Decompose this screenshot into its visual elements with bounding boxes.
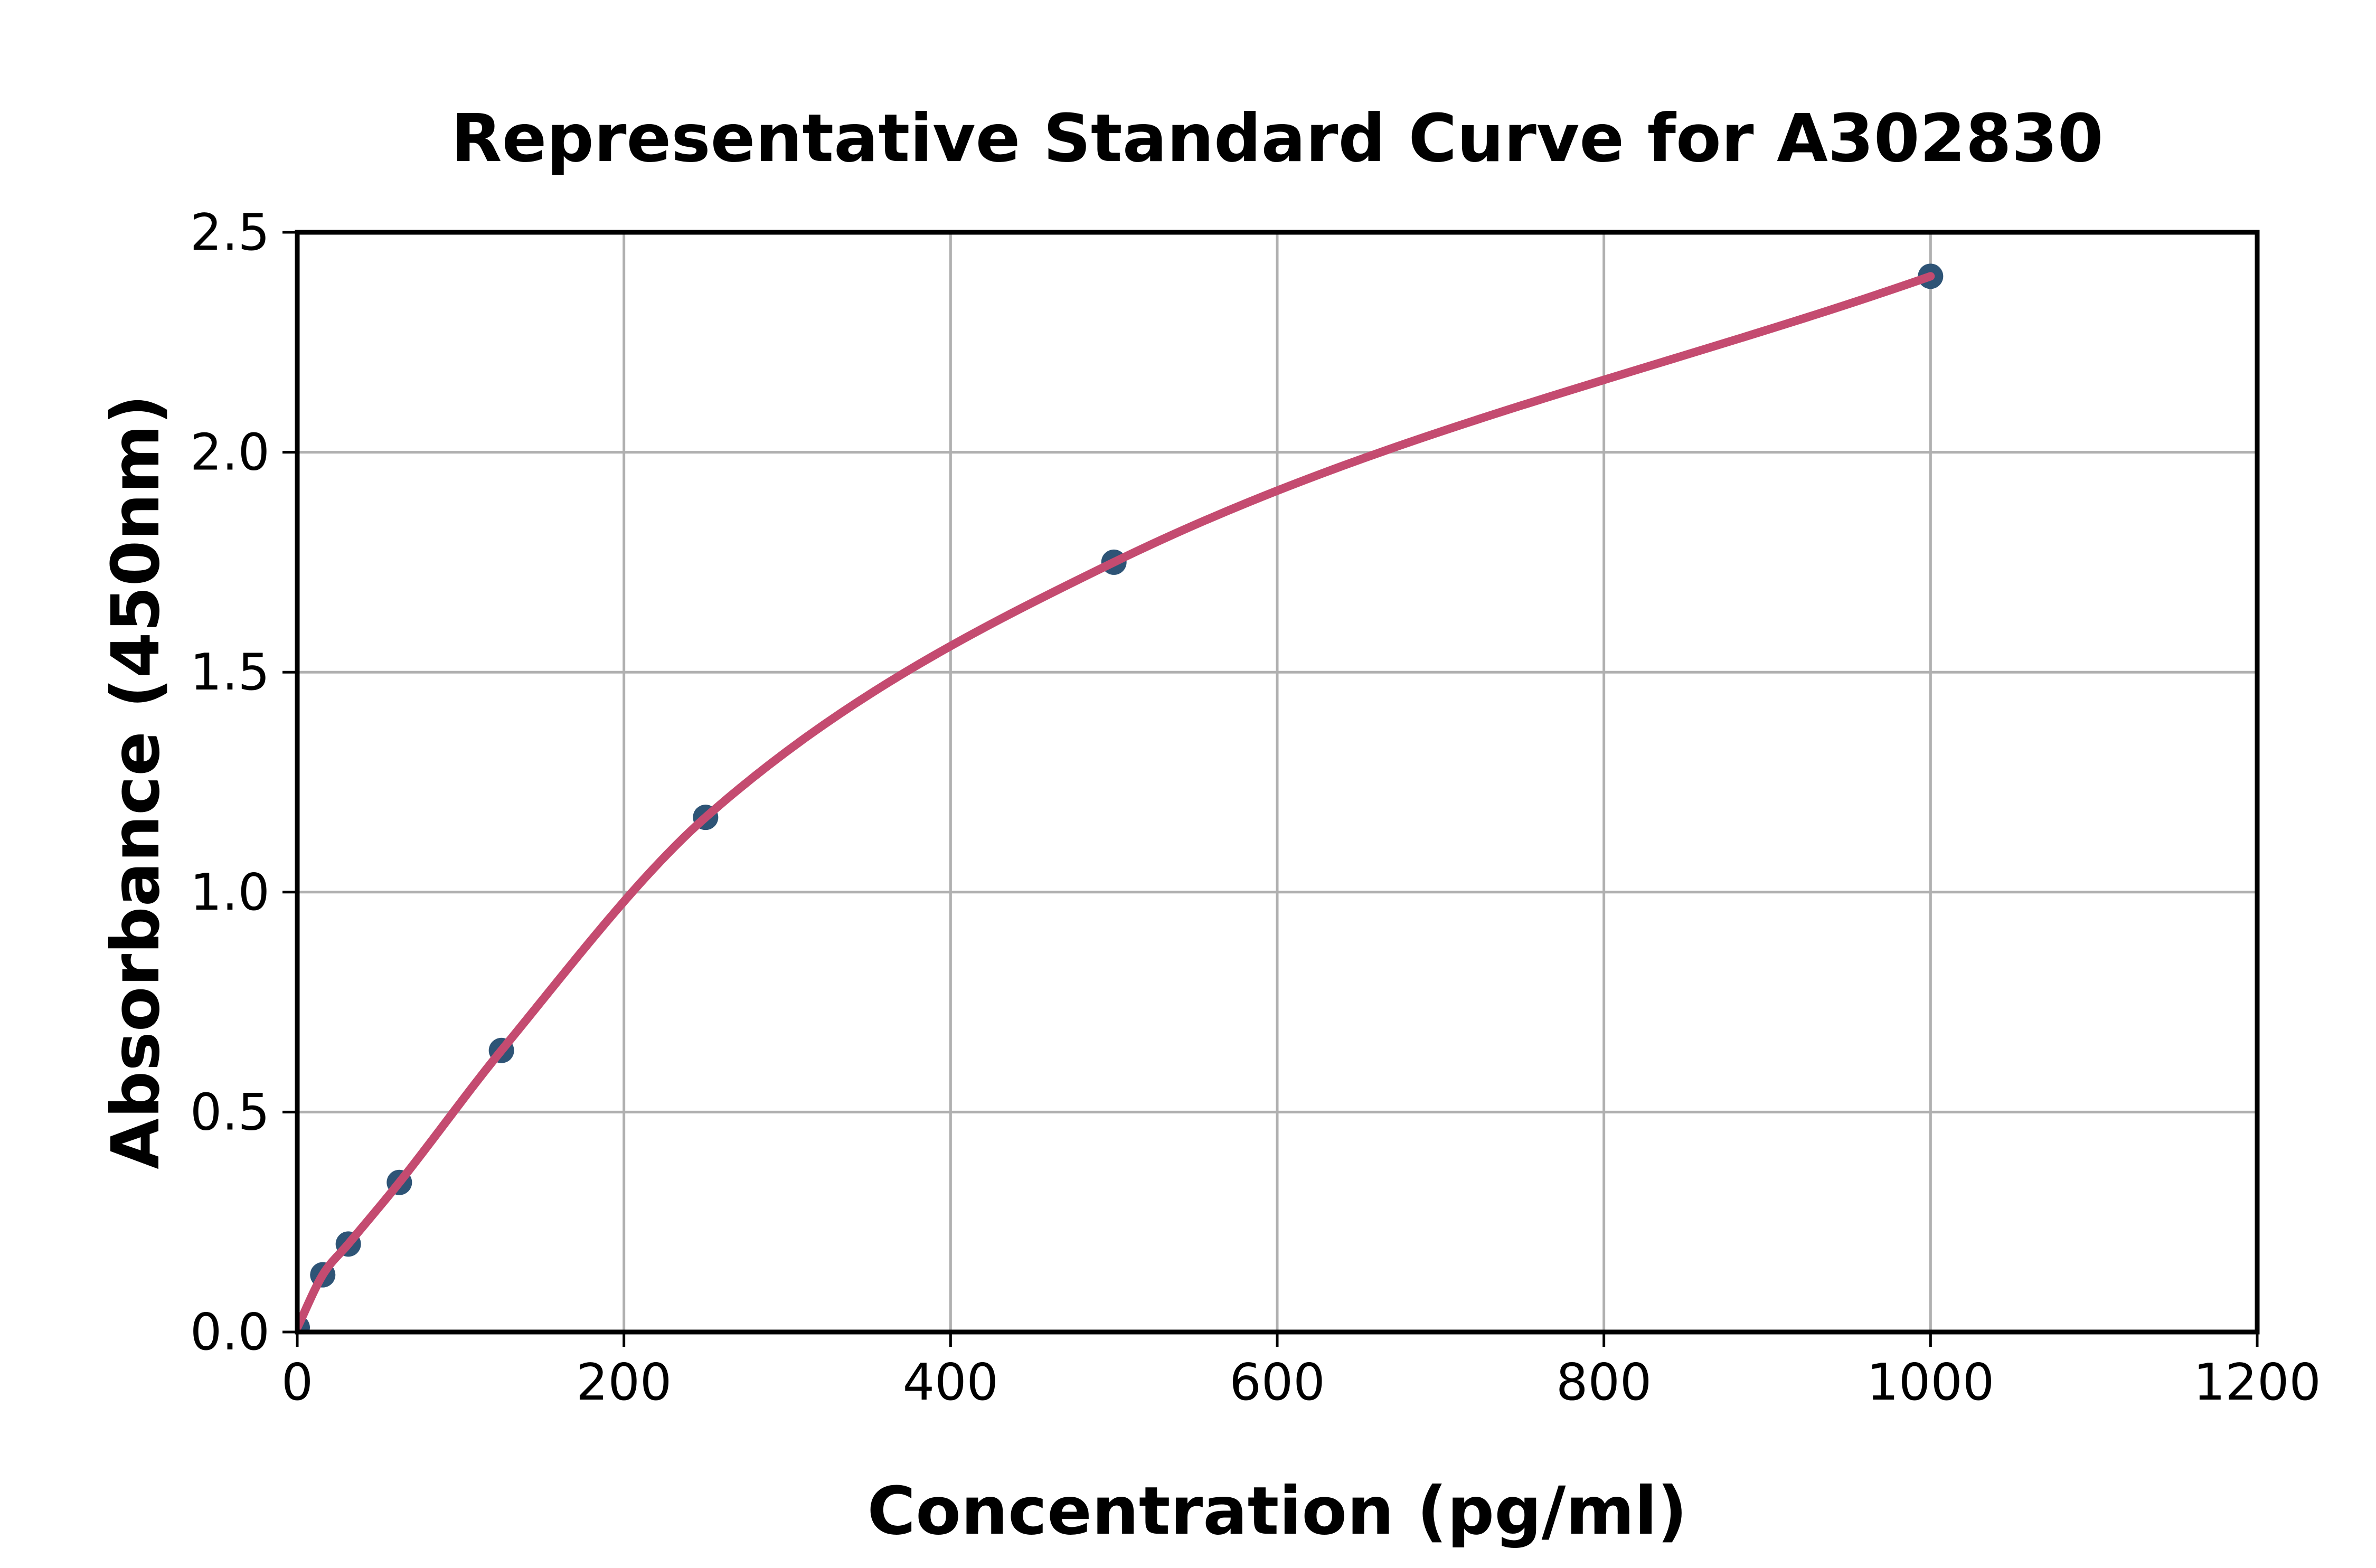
x-tick-label-1000: 1000 <box>1866 1354 1994 1412</box>
x-axis-label: Concentration (pg/ml) <box>867 1473 1687 1550</box>
axis-ticks: 0 200 400 600 800 1000 1200 0.0 0.5 1.0 1.5 2.0 2.5 <box>190 204 2321 1412</box>
y-tick-label-0.0: 0.0 <box>190 1303 270 1362</box>
y-axis-label: Absorbance (450nm) <box>98 394 174 1169</box>
plot-border <box>295 230 2260 1335</box>
grid-lines <box>297 232 2257 1332</box>
x-tick-label-200: 200 <box>576 1354 672 1412</box>
x-tick-label-400: 400 <box>903 1354 998 1412</box>
data-points <box>297 263 1944 1332</box>
fit-curve <box>297 272 1935 1332</box>
y-tick-label-2.0: 2.0 <box>190 424 270 482</box>
x-tick-label-800: 800 <box>1556 1354 1652 1412</box>
y-tick-label-1.5: 1.5 <box>190 644 270 702</box>
y-tick-label-2.5: 2.5 <box>190 204 270 262</box>
y-tick-label-1.0: 1.0 <box>190 864 270 922</box>
x-tick-label-600: 600 <box>1229 1354 1325 1412</box>
x-tick-label-1200: 1200 <box>2193 1354 2321 1412</box>
x-tick-label-0: 0 <box>281 1354 313 1412</box>
standard-curve-line <box>297 272 1935 1332</box>
y-tick-label-0.5: 0.5 <box>190 1083 270 1141</box>
chart-title: Representative Standard Curve for A30283… <box>451 100 2103 177</box>
